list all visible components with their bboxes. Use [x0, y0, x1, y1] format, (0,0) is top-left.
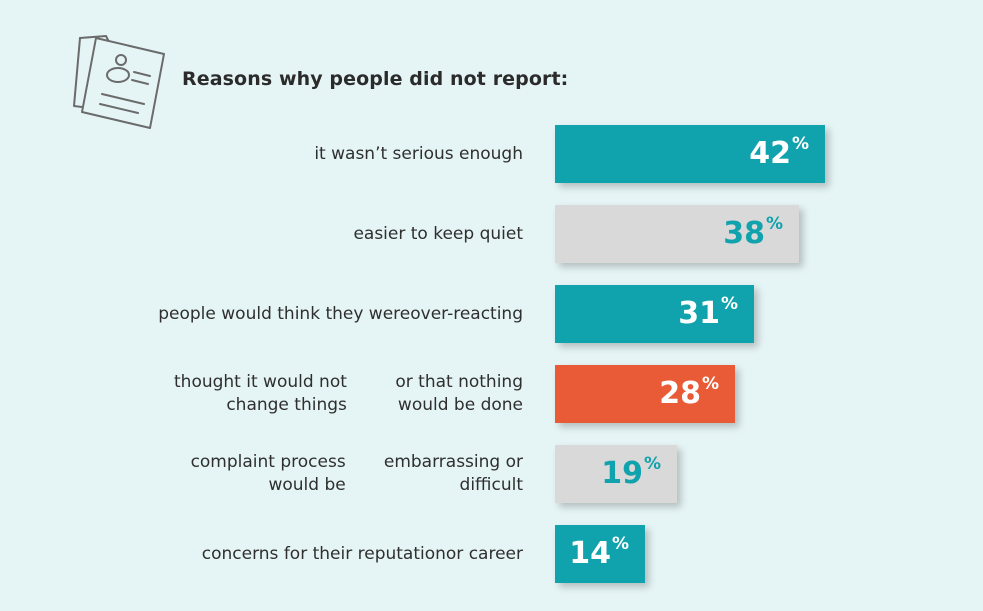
bar-row: complaint process would be embarrassing o… — [0, 445, 983, 503]
chart-title: Reasons why people did not report: — [182, 68, 569, 90]
category-label-line: people would think they were — [158, 303, 411, 324]
category-label-line: over-reacting — [410, 303, 523, 324]
bar-value-label: 31% — [678, 294, 738, 331]
percent-sign: % — [611, 534, 629, 554]
category-label-line: easier to keep quiet — [353, 223, 523, 244]
category-label-line: thought it would not change things — [174, 372, 347, 415]
bar: 28% — [555, 365, 735, 423]
document-form-icon — [73, 35, 165, 129]
category-label-line: complaint process would be — [190, 452, 346, 495]
bar-value: 38 — [723, 216, 765, 251]
category-label: people would think they were over-reactin… — [143, 285, 523, 343]
bar-value-label: 38% — [723, 214, 783, 251]
category-label: it wasn’t serious enough — [143, 125, 523, 183]
category-label-line: embarrassing or difficult — [383, 452, 523, 495]
bar-value: 14 — [569, 536, 611, 571]
percent-sign: % — [720, 294, 738, 314]
category-label-line: or career — [445, 543, 523, 564]
percent-sign: % — [765, 214, 783, 234]
bar: 14% — [555, 525, 645, 583]
bar-value-label: 14% — [569, 534, 629, 571]
bar-row: it wasn’t serious enough 42% — [0, 125, 983, 183]
bar-value-label: 28% — [659, 374, 719, 411]
bar-value-label: 19% — [601, 454, 661, 491]
bar-row: people would think they were over-reactin… — [0, 285, 983, 343]
category-label-line: or that nothing would be done — [395, 372, 523, 415]
percent-sign: % — [701, 374, 719, 394]
percent-sign: % — [791, 134, 809, 154]
bar-value: 42 — [749, 136, 791, 171]
bar-value: 28 — [659, 376, 701, 411]
category-label: complaint process would be embarrassing o… — [143, 445, 523, 503]
bar: 38% — [555, 205, 799, 263]
bar-row: concerns for their reputation or career 14… — [0, 525, 983, 583]
category-label: easier to keep quiet — [143, 205, 523, 263]
percent-sign: % — [643, 454, 661, 474]
category-label-line: concerns for their reputation — [201, 543, 446, 564]
bar-value-label: 42% — [749, 134, 809, 171]
bar: 42% — [555, 125, 825, 183]
bar-row: easier to keep quiet 38% — [0, 205, 983, 263]
bar: 19% — [555, 445, 677, 503]
bar-value: 19 — [601, 456, 643, 491]
category-label-line: it wasn’t serious enough — [314, 143, 523, 164]
category-label: concerns for their reputation or career — [143, 525, 523, 583]
bar-value: 31 — [678, 296, 720, 331]
bar: 31% — [555, 285, 754, 343]
bar-row: thought it would not change things or tha… — [0, 365, 983, 423]
category-label: thought it would not change things or tha… — [143, 365, 523, 423]
